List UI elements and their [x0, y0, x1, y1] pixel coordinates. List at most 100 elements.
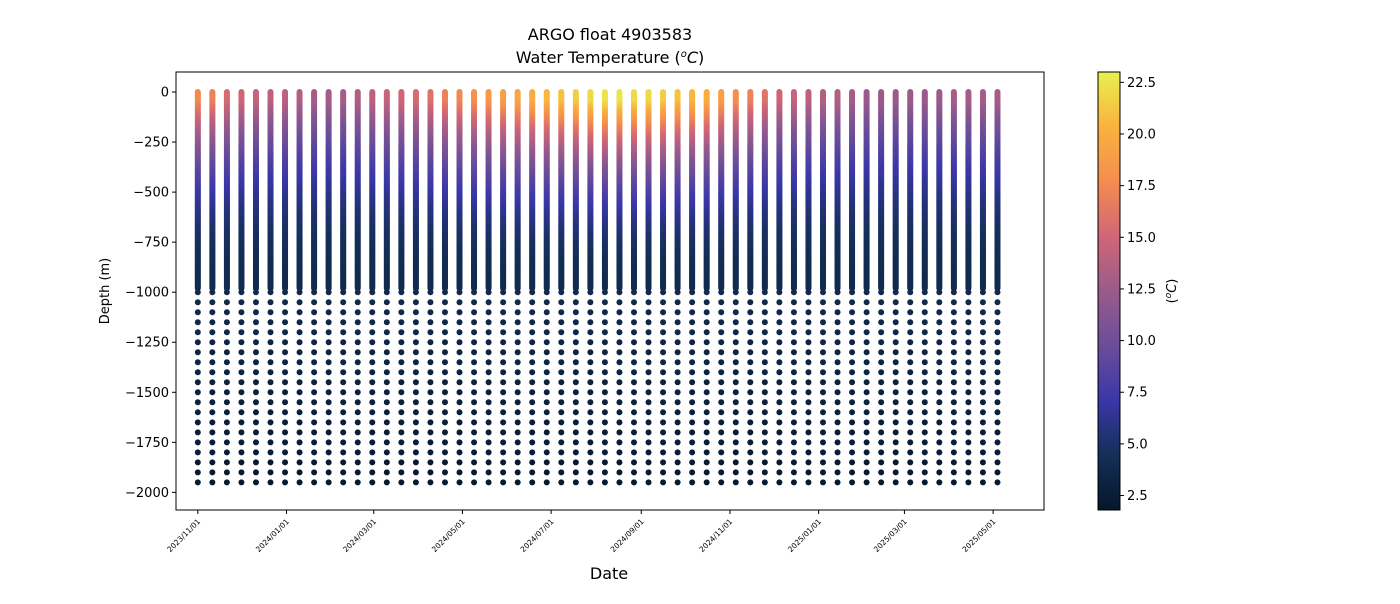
data-point	[456, 469, 463, 476]
data-point	[471, 359, 478, 366]
data-point	[500, 369, 507, 376]
data-point	[471, 419, 478, 426]
data-point	[238, 479, 245, 486]
data-point	[456, 299, 463, 306]
data-point	[252, 379, 259, 386]
data-point	[500, 419, 507, 426]
chart-subtitle: Water Temperature (oC)	[516, 48, 705, 67]
data-point	[471, 399, 478, 406]
data-point	[238, 369, 245, 376]
data-point	[354, 429, 361, 436]
data-point	[209, 369, 216, 376]
data-point	[311, 449, 318, 456]
data-point	[383, 399, 390, 406]
data-point	[311, 369, 318, 376]
data-point	[456, 319, 463, 326]
data-point	[369, 339, 376, 346]
data-point	[354, 369, 361, 376]
data-point	[325, 389, 332, 396]
data-point	[441, 379, 448, 386]
data-point	[514, 439, 521, 446]
data-point	[223, 409, 230, 416]
data-point	[223, 449, 230, 456]
data-point	[238, 319, 245, 326]
data-point	[223, 309, 230, 316]
data-point	[441, 349, 448, 356]
data-point	[223, 299, 230, 306]
data-point	[456, 439, 463, 446]
data-point	[398, 479, 405, 486]
data-point	[194, 429, 201, 436]
data-point	[252, 309, 259, 316]
data-point	[311, 469, 318, 476]
data-point	[267, 399, 274, 406]
data-point	[282, 359, 289, 366]
data-point	[441, 329, 448, 336]
data-point	[296, 429, 303, 436]
data-point	[398, 399, 405, 406]
data-point	[282, 369, 289, 376]
data-point	[427, 389, 434, 396]
data-point	[398, 359, 405, 366]
data-point	[282, 389, 289, 396]
data-point	[354, 289, 361, 296]
data-point	[456, 349, 463, 356]
data-point	[325, 449, 332, 456]
data-point	[238, 439, 245, 446]
data-point	[238, 419, 245, 426]
data-point	[194, 439, 201, 446]
data-point	[514, 359, 521, 366]
data-point	[194, 389, 201, 396]
data-point	[383, 439, 390, 446]
data-point	[325, 439, 332, 446]
data-point	[325, 329, 332, 336]
data-point	[194, 349, 201, 356]
data-point	[282, 299, 289, 306]
data-point	[412, 459, 419, 466]
data-point	[412, 299, 419, 306]
data-point	[500, 399, 507, 406]
data-point	[485, 449, 492, 456]
data-point	[252, 459, 259, 466]
data-point	[209, 419, 216, 426]
data-point	[194, 299, 201, 306]
data-point	[296, 399, 303, 406]
data-point	[209, 449, 216, 456]
data-point	[471, 329, 478, 336]
data-point	[369, 289, 376, 296]
data-point	[500, 469, 507, 476]
data-point	[500, 339, 507, 346]
data-point	[514, 419, 521, 426]
data-point	[340, 409, 347, 416]
data-point	[252, 339, 259, 346]
data-point	[325, 349, 332, 356]
data-point	[369, 429, 376, 436]
data-point	[238, 339, 245, 346]
data-point	[296, 329, 303, 336]
data-point	[369, 479, 376, 486]
data-point	[412, 339, 419, 346]
data-point	[383, 359, 390, 366]
data-point	[383, 459, 390, 466]
data-point	[398, 429, 405, 436]
data-point	[194, 419, 201, 426]
data-point	[398, 409, 405, 416]
data-point	[209, 349, 216, 356]
data-point	[267, 349, 274, 356]
data-point	[514, 389, 521, 396]
data-point	[282, 379, 289, 386]
data-point	[485, 459, 492, 466]
data-point	[514, 339, 521, 346]
data-point	[223, 339, 230, 346]
data-point	[238, 429, 245, 436]
data-point	[340, 439, 347, 446]
data-point	[223, 359, 230, 366]
data-point	[194, 369, 201, 376]
data-point	[456, 359, 463, 366]
data-point	[354, 449, 361, 456]
data-point	[296, 359, 303, 366]
data-point	[383, 299, 390, 306]
data-point	[354, 299, 361, 306]
scatter-points	[194, 89, 1001, 486]
data-point	[369, 469, 376, 476]
